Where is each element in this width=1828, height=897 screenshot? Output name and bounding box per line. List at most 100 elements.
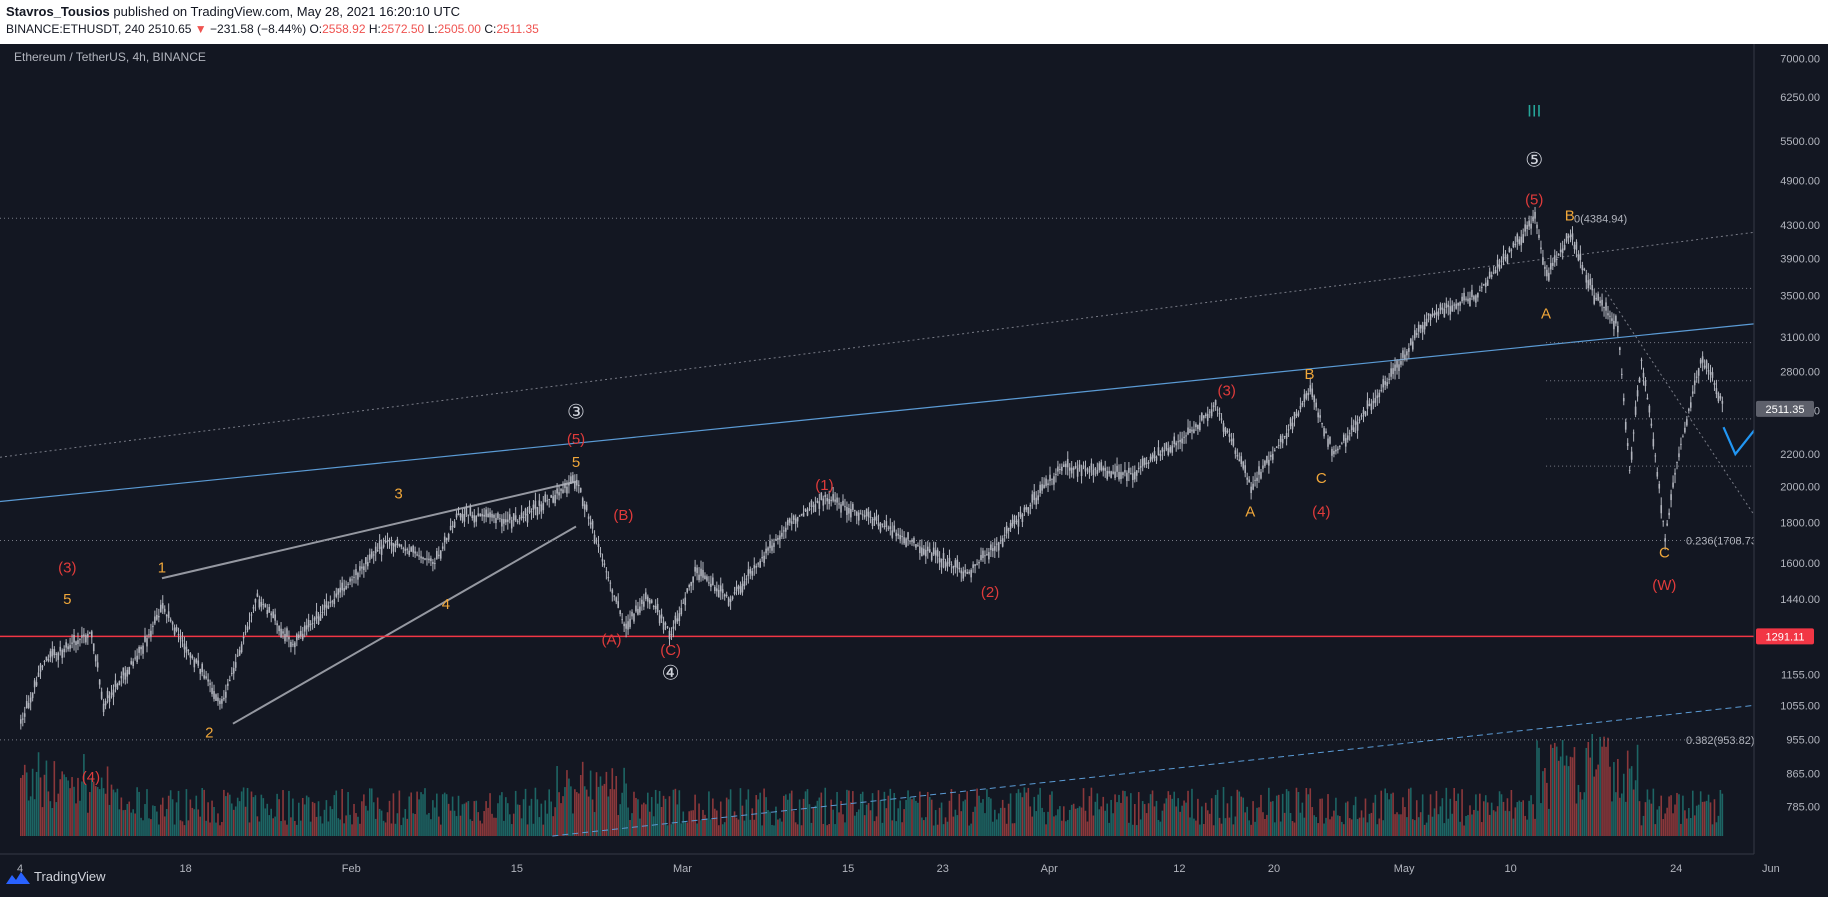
candle-body [1423, 321, 1426, 330]
volume-bar [223, 789, 225, 836]
candle-body [564, 483, 566, 489]
candle-body [731, 596, 734, 599]
volume-bar [968, 825, 970, 836]
candle-body [690, 582, 692, 586]
volume-bar [887, 795, 890, 836]
candle-body [921, 547, 923, 557]
volume-bar [751, 808, 754, 836]
candle-body [1650, 423, 1653, 426]
candle-body [625, 623, 627, 629]
candle-body [1017, 519, 1020, 527]
candle-body [1342, 434, 1345, 441]
y-tick-label: 5500.00 [1780, 136, 1820, 148]
volume-bar [603, 783, 606, 836]
candle-body [769, 540, 771, 549]
volume-bar [1518, 800, 1521, 836]
volume-bar [171, 799, 174, 836]
volume-bar [572, 813, 574, 836]
volume-bar [1011, 823, 1014, 836]
candle-body [512, 513, 515, 521]
candle-body [816, 500, 819, 503]
volume-bar [816, 800, 819, 836]
candle-body [177, 633, 180, 635]
wave-label: B [1304, 366, 1314, 383]
candle-body [1309, 385, 1312, 392]
candle-body [1281, 438, 1284, 444]
price-chart[interactable]: 0(4384.94)0.786(3571.78)0.618(3047.55)0.… [0, 44, 1828, 897]
volume-bar [439, 824, 442, 836]
candle-body [1204, 414, 1207, 417]
price-change: −231.58 (−8.44%) [210, 22, 307, 36]
volume-bar [79, 800, 81, 836]
candle-body [1660, 505, 1663, 514]
volume-bar [522, 799, 525, 836]
candle-body [1528, 220, 1530, 227]
candle-body [288, 636, 290, 640]
candle-body [930, 553, 933, 561]
candle-body [1695, 376, 1698, 378]
candle-body [863, 515, 866, 518]
candle-body [90, 631, 93, 638]
volume-bar [1632, 789, 1635, 836]
y-tick-label: 7000.00 [1780, 53, 1820, 65]
candle-body [899, 534, 901, 540]
candle-body [1451, 305, 1454, 312]
wave-labels: (3)5(4)1234③(5)5(B)(A)(C)④(1)(2)(3)ABC(4… [58, 102, 1793, 787]
candle-body [449, 525, 452, 530]
volume-bar [274, 816, 276, 836]
candle-body [1463, 292, 1465, 301]
candle-body [944, 561, 947, 568]
tradingview-logo[interactable]: TradingView [6, 869, 106, 884]
candle-body [21, 718, 24, 720]
chart-area[interactable]: 0(4384.94)0.786(3571.78)0.618(3047.55)0.… [0, 44, 1828, 897]
volume-bar [307, 797, 310, 836]
candle-body [1043, 484, 1045, 489]
candle-body [546, 500, 549, 502]
volume-bar [1619, 797, 1621, 836]
candle-body [1315, 402, 1317, 408]
candle-body [1195, 424, 1197, 428]
volume-bar [437, 816, 440, 836]
volume-bar [319, 816, 322, 836]
volume-bar [662, 795, 665, 836]
volume-bar [1193, 818, 1195, 836]
candle-body [875, 515, 878, 522]
volume-bar [321, 823, 324, 836]
volume-bar [1715, 822, 1718, 836]
candle-body [942, 553, 945, 561]
candle-body [696, 567, 698, 574]
volume-bar [280, 821, 282, 836]
volume-bar [386, 812, 389, 836]
volume-bar [152, 805, 154, 836]
volume-bar [1707, 794, 1710, 836]
volume-bar [1642, 815, 1645, 836]
close-label: C: [484, 22, 497, 36]
volume-bar [163, 816, 166, 836]
candle-body [1013, 515, 1016, 524]
volume-bar [932, 825, 935, 836]
candle-body [1408, 348, 1410, 352]
volume-bar [1041, 807, 1043, 836]
volume-bar [633, 791, 635, 836]
volume-bar [1551, 747, 1554, 836]
volume-bar [1102, 796, 1105, 836]
candle-body [175, 627, 178, 631]
volume-bar [1226, 803, 1229, 836]
volume-bar [530, 798, 533, 836]
candle-body [1532, 216, 1534, 222]
candle-body [694, 566, 696, 572]
candle-body [1061, 466, 1063, 471]
author-name[interactable]: Stavros_Tousios [6, 4, 110, 19]
candle-body [349, 578, 351, 582]
candle-body [47, 658, 50, 662]
volume-bar [966, 791, 968, 836]
candle-body [148, 634, 150, 636]
volume-bar [1502, 801, 1505, 836]
candle-body [290, 641, 292, 648]
volume-bar [1218, 817, 1221, 836]
candle-body [1277, 444, 1280, 446]
volume-bar [1132, 824, 1134, 836]
candle-body [1630, 451, 1633, 460]
candle-body [75, 641, 77, 646]
candle-body [1313, 395, 1316, 403]
